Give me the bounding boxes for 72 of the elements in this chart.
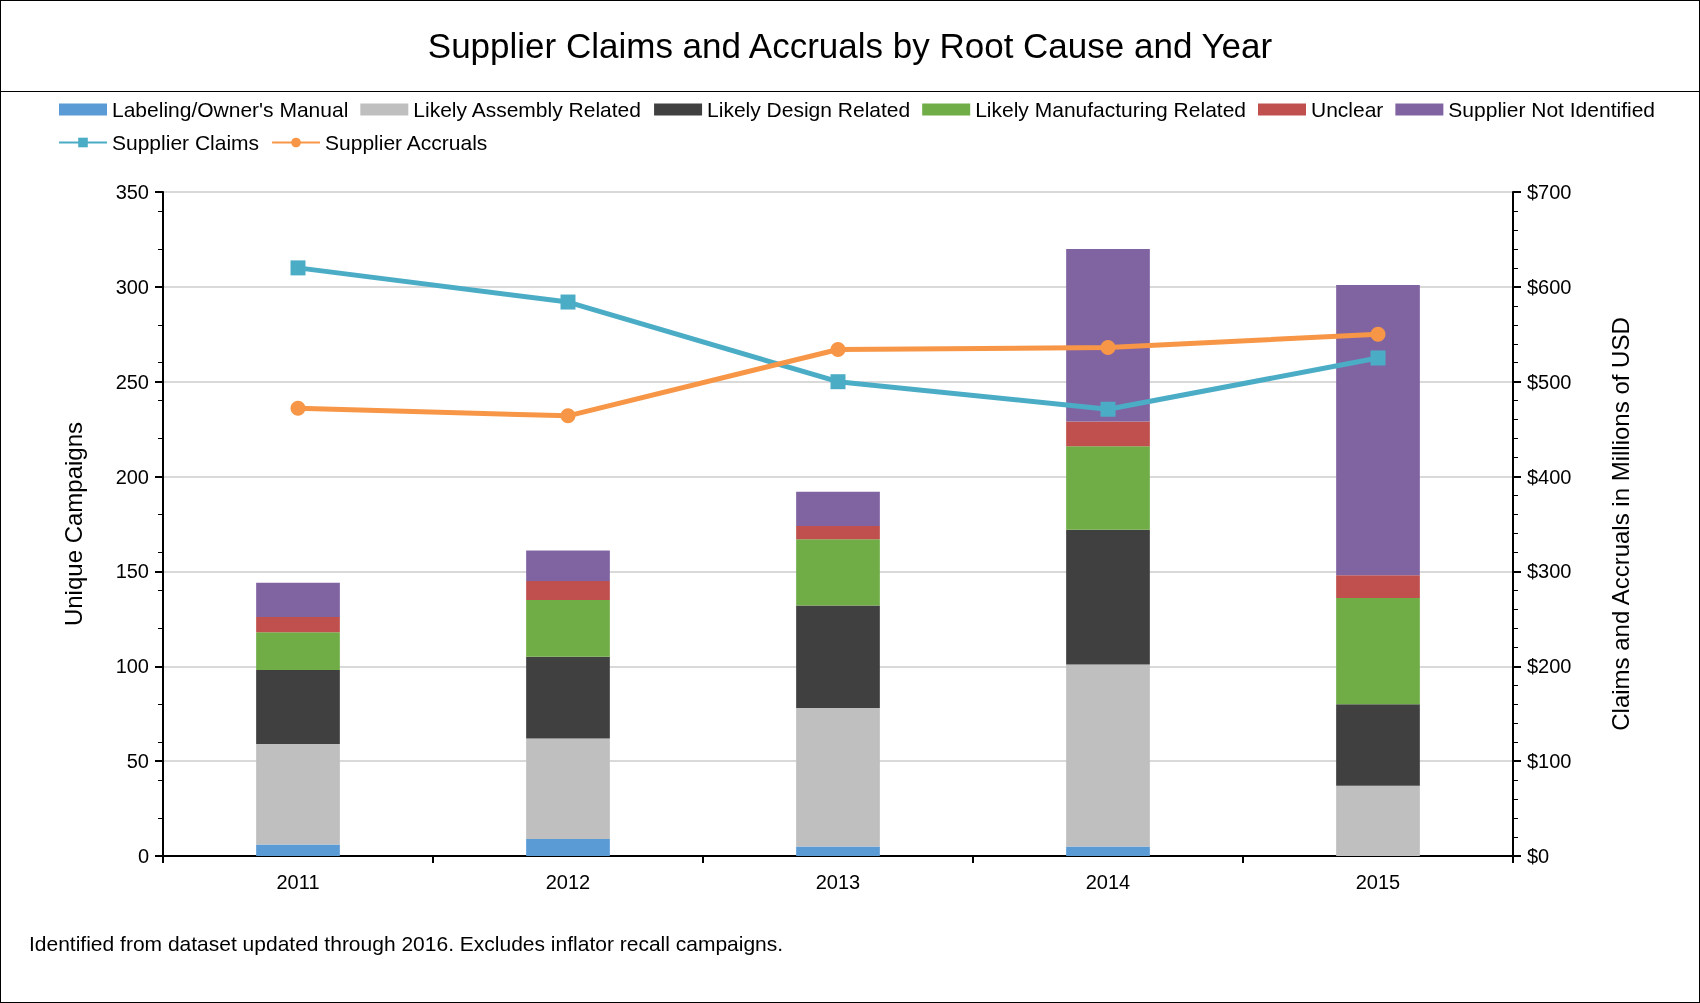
y-tick-label: 200 <box>115 465 149 488</box>
y-tick-label: 350 <box>115 181 149 203</box>
bar <box>1066 248 1150 422</box>
y2-tick-label: $300 <box>1527 560 1572 583</box>
chart-title: Supplier Claims and Accruals by Root Cause and Year <box>1 1 1699 92</box>
bar <box>796 708 880 847</box>
bar <box>526 580 610 600</box>
bar <box>1336 704 1420 786</box>
x-tick-label: 2011 <box>276 871 320 893</box>
bar <box>796 491 880 526</box>
bar <box>1336 785 1420 856</box>
legend-label: Supplier Not Identified <box>1448 98 1655 121</box>
bar <box>526 550 610 581</box>
y2-tick-label: $700 <box>1527 181 1572 203</box>
y2-tick-label: $600 <box>1527 275 1572 298</box>
legend-label: Likely Assembly Related <box>413 98 641 121</box>
x-tick-label: 2012 <box>545 871 591 893</box>
point <box>1370 350 1386 366</box>
bar <box>1336 575 1420 598</box>
bar <box>526 656 610 739</box>
x-tick-label: 2013 <box>815 871 861 893</box>
y-axis-title: Unique Campaigns <box>59 421 87 627</box>
bar <box>796 539 880 606</box>
point <box>560 294 576 310</box>
y2-tick-label: $100 <box>1527 750 1572 773</box>
x-tick-label: 2014 <box>1085 871 1131 893</box>
point <box>830 374 846 390</box>
legend-label: Unclear <box>1311 98 1384 121</box>
y-tick-label: 0 <box>137 845 149 867</box>
legend-label: Likely Design Related <box>707 98 911 121</box>
y-tick-label: 250 <box>115 370 149 393</box>
legend-label: Labeling/Owner's Manual <box>112 98 349 121</box>
bar <box>796 846 880 856</box>
bar <box>526 738 610 839</box>
bar <box>526 838 610 856</box>
point <box>1370 326 1386 342</box>
bar <box>256 844 340 856</box>
y2-axis-title: Claims and Accruals in Millions of USD <box>1606 317 1634 731</box>
y2-tick-label: $500 <box>1527 370 1572 393</box>
point <box>1100 340 1116 356</box>
point <box>830 341 846 357</box>
bar <box>1336 597 1420 705</box>
y-tick-label: 100 <box>115 655 149 678</box>
bar <box>1066 846 1150 856</box>
bar <box>256 670 340 745</box>
y2-tick-label: $400 <box>1527 465 1572 488</box>
point <box>560 408 576 424</box>
bar <box>256 616 340 633</box>
legend-label: Supplier Claims <box>112 131 260 154</box>
bar <box>1066 446 1150 530</box>
y-tick-label: 50 <box>126 750 149 773</box>
legend-label: Supplier Accruals <box>325 131 488 154</box>
y2-tick-label: $0 <box>1527 845 1550 867</box>
bar <box>1066 664 1150 847</box>
text: Identified from dataset updated through 2016. Excludes inflator recall campaigns. <box>29 931 785 957</box>
legend-label: Likely Manufacturing Related <box>975 98 1247 121</box>
point <box>1100 401 1116 417</box>
bar <box>1066 529 1150 665</box>
point <box>290 400 306 416</box>
bar <box>526 599 610 657</box>
bar <box>796 605 880 709</box>
y-tick-label: 150 <box>115 560 149 583</box>
point <box>290 260 306 276</box>
bar <box>256 582 340 617</box>
x-tick-label: 2015 <box>1355 871 1401 893</box>
bar <box>796 525 880 540</box>
y2-tick-label: $200 <box>1527 655 1572 678</box>
bar <box>1336 284 1420 576</box>
y-tick-label: 300 <box>115 275 149 298</box>
bar <box>1066 421 1150 447</box>
bar <box>256 632 340 671</box>
bar <box>256 744 340 845</box>
